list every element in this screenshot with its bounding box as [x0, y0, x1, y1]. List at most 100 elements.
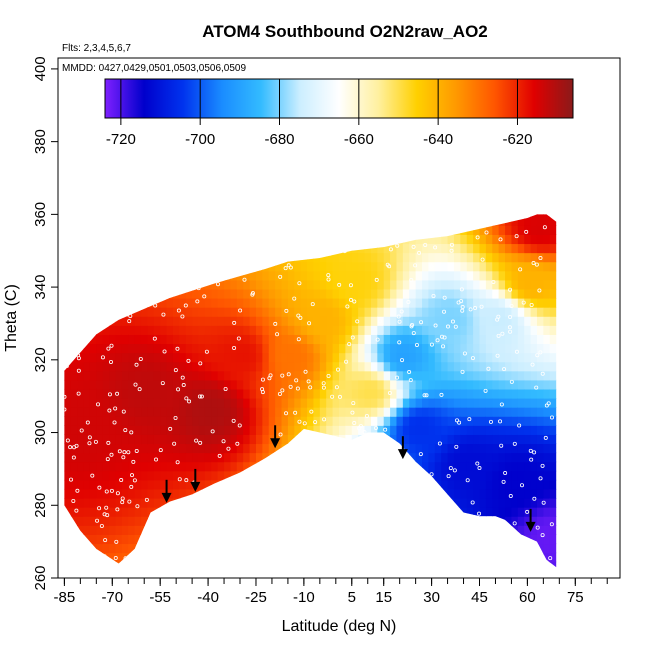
heatmap-cell — [402, 343, 410, 354]
heatmap-cell — [147, 561, 155, 568]
sample-point — [305, 543, 310, 548]
heatmap-cell — [332, 543, 340, 554]
heatmap-cell — [294, 334, 302, 345]
heatmap-cell — [128, 434, 136, 445]
heatmap-cell — [230, 261, 238, 272]
heatmap-cell — [281, 498, 289, 508]
sample-point — [367, 512, 372, 517]
heatmap-cell — [390, 370, 398, 381]
heatmap-cell — [281, 543, 289, 554]
heatmap-cell — [351, 507, 359, 517]
sample-point — [480, 551, 485, 556]
heatmap-cell — [268, 279, 276, 290]
heatmap-cell — [204, 279, 212, 290]
heatmap-cell — [549, 434, 557, 445]
heatmap-cell — [141, 307, 149, 317]
heatmap-cell — [243, 498, 251, 508]
heatmap-cell — [287, 425, 295, 435]
heatmap-cell — [64, 234, 72, 245]
sample-point — [429, 264, 434, 269]
heatmap-cell — [556, 343, 557, 354]
sample-point — [433, 245, 438, 250]
heatmap-cell — [511, 307, 519, 317]
heatmap-cell — [499, 198, 506, 208]
sample-point — [110, 311, 115, 316]
heatmap-cell — [83, 479, 91, 490]
heatmap-cell — [115, 334, 123, 345]
heatmap-cell — [377, 270, 385, 281]
heatmap-cell — [249, 261, 257, 272]
heatmap-cell — [447, 388, 455, 399]
heatmap-cell — [204, 452, 212, 463]
heatmap-cell — [262, 352, 270, 363]
sample-point — [68, 445, 73, 450]
heatmap-cell — [517, 225, 525, 235]
heatmap-cell — [549, 461, 557, 472]
heatmap-cell — [185, 534, 193, 545]
heatmap-cell — [70, 461, 78, 472]
heatmap-cell — [345, 261, 353, 272]
heatmap-cell — [460, 416, 468, 426]
sample-point — [535, 525, 540, 530]
heatmap-cell — [390, 543, 398, 554]
heatmap-cell — [351, 434, 359, 445]
heatmap-cell — [211, 234, 219, 245]
heatmap-cell — [243, 270, 251, 281]
heatmap-cell — [364, 307, 372, 317]
heatmap-cell — [236, 216, 244, 226]
sample-point — [467, 417, 472, 422]
heatmap-cell — [543, 243, 551, 254]
heatmap-cell — [236, 516, 244, 526]
heatmap-cell — [370, 325, 378, 335]
heatmap-cell — [224, 216, 232, 226]
sample-point — [395, 503, 400, 508]
heatmap-cell — [530, 288, 538, 299]
heatmap-cell — [300, 352, 308, 363]
heatmap-cell — [121, 298, 129, 308]
heatmap-cell — [281, 525, 289, 535]
sample-point — [64, 364, 69, 369]
heatmap-cell — [453, 388, 461, 399]
heatmap-cell — [89, 261, 97, 272]
heatmap-cell — [453, 534, 461, 545]
heatmap-cell — [466, 388, 474, 399]
heatmap-cell — [77, 270, 85, 281]
heatmap-cell — [415, 225, 423, 235]
heatmap-cell — [543, 479, 551, 490]
heatmap-cell — [345, 307, 353, 317]
heatmap-cell — [505, 416, 513, 426]
heatmap-cell — [249, 216, 257, 226]
heatmap-cell — [511, 279, 519, 290]
heatmap-cell — [204, 507, 212, 517]
heatmap-cell — [185, 225, 193, 235]
heatmap-cell — [364, 470, 372, 481]
heatmap-cell — [77, 407, 85, 417]
heatmap-cell — [109, 398, 117, 408]
heatmap-cell — [319, 261, 327, 272]
heatmap-cell — [505, 507, 513, 517]
heatmap-cell — [134, 343, 142, 354]
heatmap-cell — [172, 525, 180, 535]
heatmap-cell — [192, 325, 200, 335]
heatmap-cell — [422, 443, 430, 454]
heatmap-cell — [172, 398, 180, 408]
heatmap-cell — [466, 216, 474, 226]
heatmap-cell — [402, 214, 410, 217]
heatmap-cell — [281, 216, 289, 226]
sample-point — [400, 501, 405, 506]
heatmap-cell — [307, 516, 315, 526]
heatmap-cell — [109, 343, 117, 354]
heatmap-cell — [530, 398, 538, 408]
heatmap-cell — [211, 288, 219, 299]
heatmap-cell — [198, 561, 206, 568]
sample-point — [250, 292, 255, 297]
heatmap-cell — [77, 507, 85, 517]
heatmap-cell — [364, 561, 372, 568]
heatmap-cell — [77, 543, 85, 554]
heatmap-cell — [383, 334, 391, 345]
heatmap-cell — [89, 325, 97, 335]
heatmap-cell — [530, 325, 538, 335]
heatmap-cell — [543, 325, 551, 335]
heatmap-cell — [498, 479, 506, 490]
heatmap-cell — [109, 416, 117, 426]
